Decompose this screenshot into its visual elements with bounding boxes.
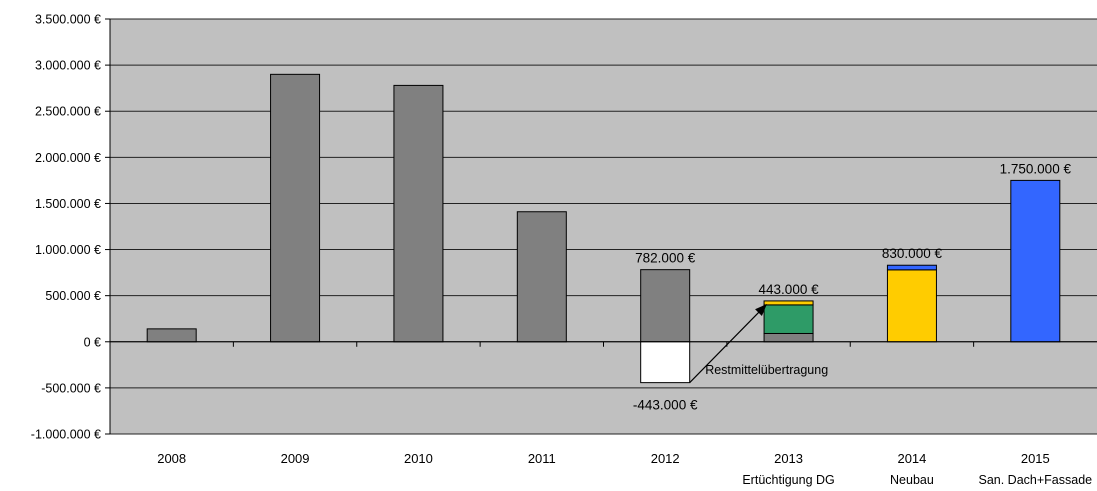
bar-2012-s1 — [640, 341, 691, 384]
y-tick-label: 1.000.000 € — [35, 243, 101, 257]
data-label: 443.000 € — [759, 282, 820, 297]
x-tick-label: 2014 — [897, 451, 926, 466]
bar-2008-s0 — [146, 328, 197, 343]
bar-2010-s0 — [393, 84, 444, 343]
y-tick-label: 3.000.000 € — [35, 59, 101, 73]
y-tick-label: -500.000 € — [41, 381, 101, 395]
bar-2011-s0 — [516, 211, 567, 343]
y-tick-label: 3.500.000 € — [35, 13, 101, 27]
annotation-arrow — [689, 304, 767, 384]
bar-2014-s4 — [886, 264, 937, 271]
data-label: -443.000 € — [633, 398, 698, 413]
x-tick-label: 2008 — [157, 451, 186, 466]
bar-2013-s0 — [763, 332, 814, 343]
bar-2012-s0 — [640, 269, 691, 343]
y-tick-label: 1.500.000 € — [35, 197, 101, 211]
y-tick-label: 2.500.000 € — [35, 105, 101, 119]
x-tick-label: 2009 — [281, 451, 310, 466]
bar-2013-s3 — [763, 300, 814, 306]
data-label: 782.000 € — [635, 251, 696, 266]
y-tick-label: 2.000.000 € — [35, 151, 101, 165]
x-tick-label: 2015 — [1021, 451, 1050, 466]
x-tick-label: 2013 — [774, 451, 803, 466]
bar-2014-s3 — [886, 269, 937, 343]
x-tick-label: 2012 — [651, 451, 680, 466]
annotation-label: Restmittelübertragung — [705, 363, 828, 377]
plot-area — [110, 19, 1097, 434]
x-tick-label: 2011 — [528, 451, 556, 466]
data-label: 1.750.000 € — [1000, 161, 1072, 176]
y-tick-label: 500.000 € — [45, 289, 101, 303]
y-tick-label: 0 € — [84, 335, 101, 349]
data-label: 830.000 € — [882, 246, 943, 261]
x-sublabel: Ertüchtigung DG — [742, 473, 834, 487]
y-tick-label: -1.000.000 € — [31, 428, 101, 442]
bar-2015-s4 — [1010, 179, 1061, 343]
bar-2009-s0 — [270, 73, 321, 343]
x-sublabel: San. Dach+Fassade — [979, 473, 1093, 487]
bar-2013-s2 — [763, 304, 814, 334]
x-sublabel: Neubau — [890, 473, 934, 487]
x-tick-label: 2010 — [404, 451, 433, 466]
